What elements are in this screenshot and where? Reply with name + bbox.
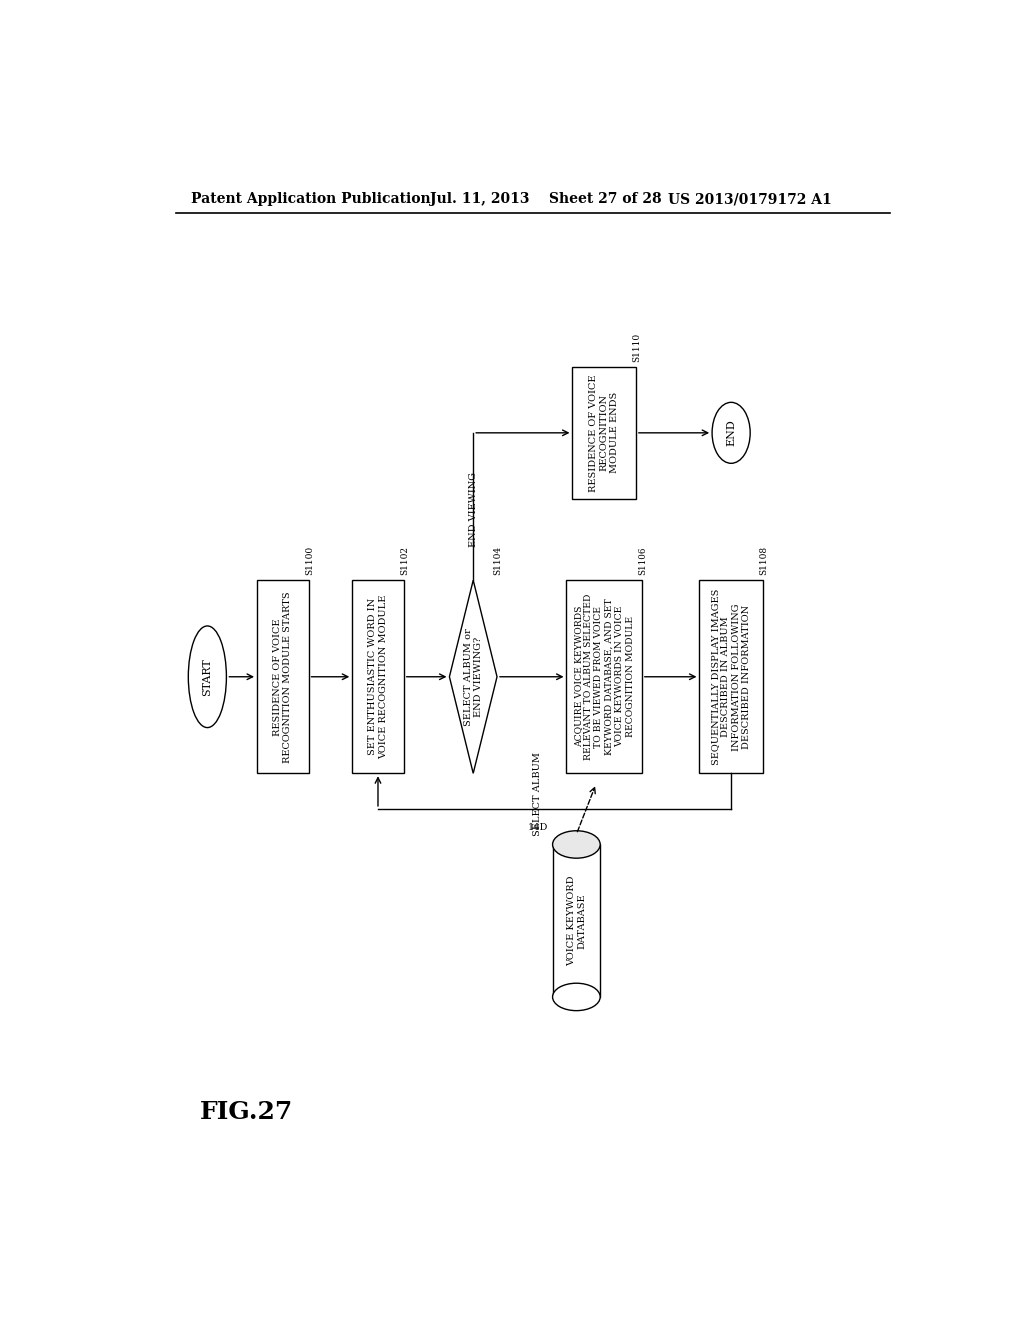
Bar xyxy=(566,581,642,774)
Bar xyxy=(699,581,763,774)
Text: S1100: S1100 xyxy=(305,546,314,576)
Polygon shape xyxy=(450,581,497,774)
Bar xyxy=(352,581,403,774)
Text: SELECT ALBUM: SELECT ALBUM xyxy=(532,751,542,836)
Text: 14D: 14D xyxy=(528,824,549,833)
Text: US 2013/0179172 A1: US 2013/0179172 A1 xyxy=(668,191,831,206)
Text: S1110: S1110 xyxy=(633,333,641,362)
Bar xyxy=(553,845,600,997)
Text: FIG.27: FIG.27 xyxy=(200,1100,293,1123)
Text: Sheet 27 of 28: Sheet 27 of 28 xyxy=(549,191,662,206)
Bar xyxy=(572,367,636,499)
Ellipse shape xyxy=(553,830,600,858)
Ellipse shape xyxy=(712,403,751,463)
Text: S1108: S1108 xyxy=(760,546,768,576)
Bar xyxy=(257,581,308,774)
Text: Patent Application Publication: Patent Application Publication xyxy=(191,191,431,206)
Text: S1102: S1102 xyxy=(400,546,410,576)
Text: RESIDENCE OF VOICE
RECOGNITION MODULE STARTS: RESIDENCE OF VOICE RECOGNITION MODULE ST… xyxy=(273,591,293,763)
Text: END VIEWING: END VIEWING xyxy=(469,471,478,546)
Text: SELECT ALBUM or
END VIEWING?: SELECT ALBUM or END VIEWING? xyxy=(464,628,483,726)
Ellipse shape xyxy=(553,983,600,1011)
Text: VOICE KEYWORD
DATABASE: VOICE KEYWORD DATABASE xyxy=(566,875,586,966)
Text: ACQUIRE VOICE KEYWORDS
RELEVANT TO ALBUM SELECTED
TO BE VIEWED FROM VOICE
KEYWOR: ACQUIRE VOICE KEYWORDS RELEVANT TO ALBUM… xyxy=(573,594,635,760)
Text: RESIDENCE OF VOICE
RECOGNITION
MODULE ENDS: RESIDENCE OF VOICE RECOGNITION MODULE EN… xyxy=(589,374,620,491)
Ellipse shape xyxy=(188,626,226,727)
Text: END: END xyxy=(726,420,736,446)
Text: S1104: S1104 xyxy=(494,546,503,576)
Text: S1106: S1106 xyxy=(638,546,647,576)
Text: SEQUENTIALLY DISPLAY IMAGES
DESCRIBED IN ALBUM
INFORMATION FOLLOWING
DESCRIBED I: SEQUENTIALLY DISPLAY IMAGES DESCRIBED IN… xyxy=(711,589,752,766)
Text: SET ENTHUSIASTIC WORD IN
VOICE RECOGNITION MODULE: SET ENTHUSIASTIC WORD IN VOICE RECOGNITI… xyxy=(369,594,388,759)
Text: START: START xyxy=(203,657,212,696)
Text: Jul. 11, 2013: Jul. 11, 2013 xyxy=(430,191,529,206)
